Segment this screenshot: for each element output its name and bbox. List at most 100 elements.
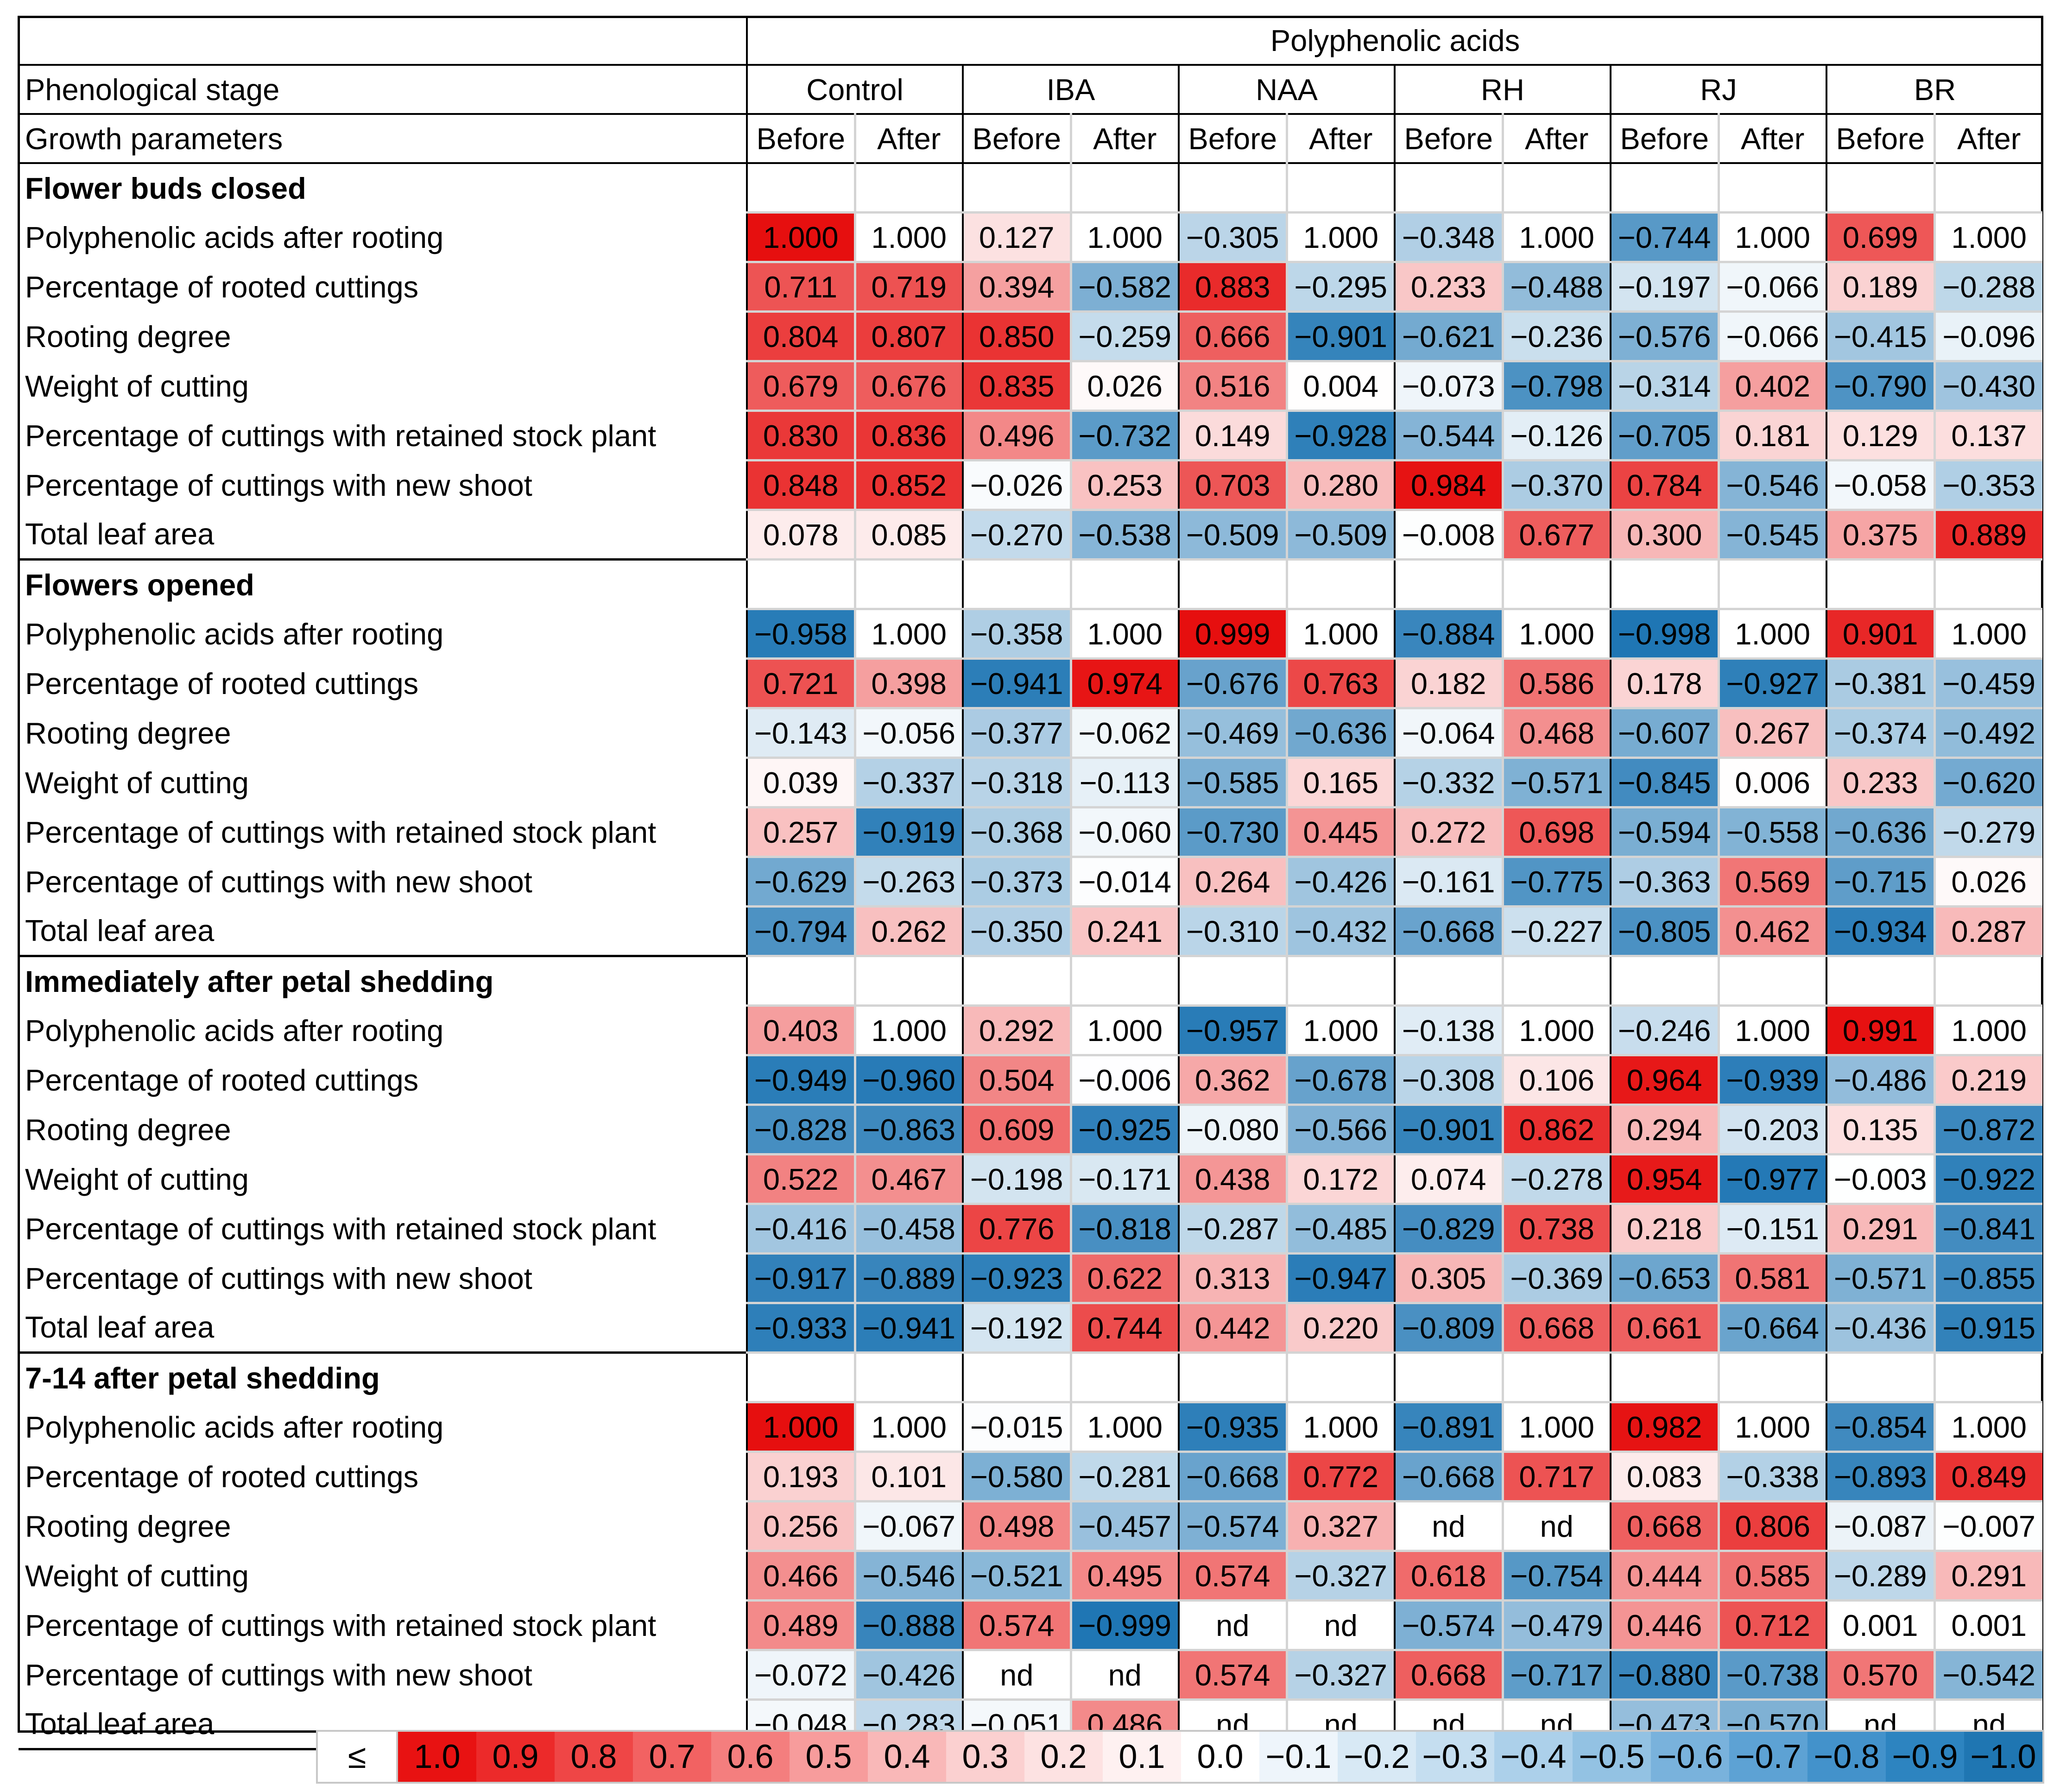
value-cell: 0.848 xyxy=(746,460,855,511)
value-cell: 1.000 xyxy=(1501,1005,1611,1056)
value-cell: −0.941 xyxy=(962,658,1071,709)
value-cell: 0.849 xyxy=(1933,1451,2043,1502)
legend-swatch: 0.3 xyxy=(946,1732,1024,1782)
value-cell: −0.893 xyxy=(1826,1451,1934,1502)
value-cell: 0.438 xyxy=(1178,1154,1287,1205)
blank-cell xyxy=(1610,558,1719,610)
value-cell: −0.332 xyxy=(1394,757,1503,808)
table-row: Rooting degree 0.804 0.807 0.850 −0.259 0.666… xyxy=(19,311,2043,362)
value-cell: −0.732 xyxy=(1069,410,1179,461)
value-cell: 1.000 xyxy=(1717,212,1826,263)
value-cell: 0.083 xyxy=(1610,1451,1719,1502)
value-cell: 0.165 xyxy=(1285,757,1395,808)
value-cell: −0.546 xyxy=(853,1551,963,1602)
blank-cell xyxy=(1394,163,1503,214)
value-cell: 0.784 xyxy=(1610,460,1719,511)
value-cell: 0.292 xyxy=(962,1005,1071,1056)
value-cell: 0.001 xyxy=(1933,1600,2043,1651)
value-cell: −0.288 xyxy=(1933,262,2043,313)
row-label: Rooting degree xyxy=(25,716,231,750)
value-cell: −0.457 xyxy=(1069,1501,1179,1552)
value-cell: −0.809 xyxy=(1394,1303,1503,1354)
table-row: Percentage of cuttings with new shoot −0.… xyxy=(19,1650,2043,1701)
value-cell: 0.403 xyxy=(746,1005,855,1056)
value-cell: 0.182 xyxy=(1394,658,1503,709)
blank-cell xyxy=(853,955,963,1007)
row-label: Percentage of cuttings with new shoot xyxy=(25,1261,532,1295)
table-row: Rooting degree −0.828 −0.863 0.609 −0.925 −0.… xyxy=(19,1104,2043,1155)
value-cell: 0.574 xyxy=(1178,1551,1287,1602)
blank-cell xyxy=(1501,955,1611,1007)
value-cell: 0.719 xyxy=(853,262,963,313)
corner-cell xyxy=(19,17,747,66)
section-row: Flowers opened xyxy=(19,558,2043,610)
blank-cell xyxy=(1933,1351,2043,1403)
row-label: Polyphenolic acids after rooting xyxy=(25,617,444,651)
correlation-table: Polyphenolic acids Phenological stage Cont… xyxy=(19,17,2043,1750)
value-cell: 0.078 xyxy=(746,510,855,561)
value-cell: 1.000 xyxy=(1069,609,1179,660)
value-cell: 0.218 xyxy=(1610,1204,1719,1255)
legend-swatch: 1.0 xyxy=(398,1732,476,1782)
value-cell: −0.056 xyxy=(853,708,963,759)
legend-swatch: −0.7 xyxy=(1729,1732,1807,1782)
value-cell: −0.901 xyxy=(1394,1104,1503,1155)
value-cell: −0.363 xyxy=(1610,857,1719,908)
value-cell: nd xyxy=(1285,1600,1395,1651)
value-cell: −0.668 xyxy=(1178,1451,1287,1502)
value-cell: −0.072 xyxy=(746,1650,855,1701)
value-cell: −0.198 xyxy=(962,1154,1071,1205)
row-label: Rooting degree xyxy=(25,1509,231,1543)
value-cell: 1.000 xyxy=(1717,1005,1826,1056)
value-cell: 0.661 xyxy=(1610,1303,1719,1354)
value-cell: −0.458 xyxy=(853,1204,963,1255)
value-cell: −0.668 xyxy=(1394,1451,1503,1502)
value-cell: 0.666 xyxy=(1178,311,1287,362)
value-cell: 0.137 xyxy=(1933,410,2043,461)
value-cell: −0.113 xyxy=(1069,757,1179,808)
table-row: Total leaf area −0.933 −0.941 −0.192 0.744 0.… xyxy=(19,1303,2043,1354)
value-cell: 1.000 xyxy=(853,609,963,660)
value-cell: 0.717 xyxy=(1501,1451,1611,1502)
value-cell: −0.891 xyxy=(1394,1402,1503,1453)
value-cell: 0.233 xyxy=(1394,262,1503,313)
value-cell: −0.370 xyxy=(1501,460,1611,511)
value-cell: 0.466 xyxy=(746,1551,855,1602)
value-cell: 0.883 xyxy=(1178,262,1287,313)
value-cell: −0.096 xyxy=(1933,311,2043,362)
value-cell: 1.000 xyxy=(853,1005,963,1056)
blank-cell xyxy=(1178,1351,1287,1403)
value-cell: 0.135 xyxy=(1826,1104,1934,1155)
row-label: Percentage of rooted cuttings xyxy=(25,1459,419,1494)
value-cell: −0.829 xyxy=(1394,1204,1503,1255)
table-row: Polyphenolic acids after rooting 0.403 1.0… xyxy=(19,1005,2043,1056)
value-cell: −0.636 xyxy=(1285,708,1395,759)
blank-cell xyxy=(1178,558,1287,610)
subcolumn-header: After xyxy=(1285,114,1395,164)
value-cell: −0.138 xyxy=(1394,1005,1503,1056)
value-cell: −0.381 xyxy=(1826,658,1934,709)
value-cell: 0.287 xyxy=(1933,906,2043,957)
value-cell: 0.300 xyxy=(1610,510,1719,561)
blank-cell xyxy=(1285,955,1395,1007)
value-cell: −0.676 xyxy=(1178,658,1287,709)
value-cell: 0.039 xyxy=(746,757,855,808)
table-row: Weight of cutting 0.522 0.467 −0.198 −0.171 0… xyxy=(19,1154,2043,1205)
blank-cell xyxy=(853,163,963,214)
value-cell: −0.126 xyxy=(1501,410,1611,461)
value-cell: −0.571 xyxy=(1826,1253,1934,1304)
value-cell: −0.295 xyxy=(1285,262,1395,313)
header-row-group: Polyphenolic acids xyxy=(19,17,2043,66)
value-cell: 1.000 xyxy=(1285,1005,1395,1056)
value-cell: −0.828 xyxy=(746,1104,855,1155)
blank-cell xyxy=(1394,955,1503,1007)
value-cell: −0.934 xyxy=(1826,906,1934,957)
value-cell: −0.171 xyxy=(1069,1154,1179,1205)
value-cell: −0.314 xyxy=(1610,361,1719,412)
value-cell: 0.001 xyxy=(1826,1600,1934,1651)
value-cell: 0.712 xyxy=(1717,1600,1826,1651)
value-cell: −0.928 xyxy=(1285,410,1395,461)
value-cell: −0.058 xyxy=(1826,460,1934,511)
row-label: Weight of cutting xyxy=(25,765,249,800)
value-cell: −0.621 xyxy=(1394,311,1503,362)
